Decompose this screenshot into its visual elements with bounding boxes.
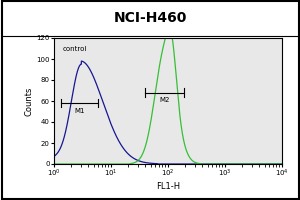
Text: control: control bbox=[62, 46, 87, 52]
Y-axis label: Counts: Counts bbox=[25, 86, 34, 116]
X-axis label: FL1-H: FL1-H bbox=[156, 182, 180, 191]
Text: M2: M2 bbox=[159, 97, 170, 103]
Text: NCI-H460: NCI-H460 bbox=[113, 11, 187, 25]
Text: M1: M1 bbox=[74, 108, 85, 114]
